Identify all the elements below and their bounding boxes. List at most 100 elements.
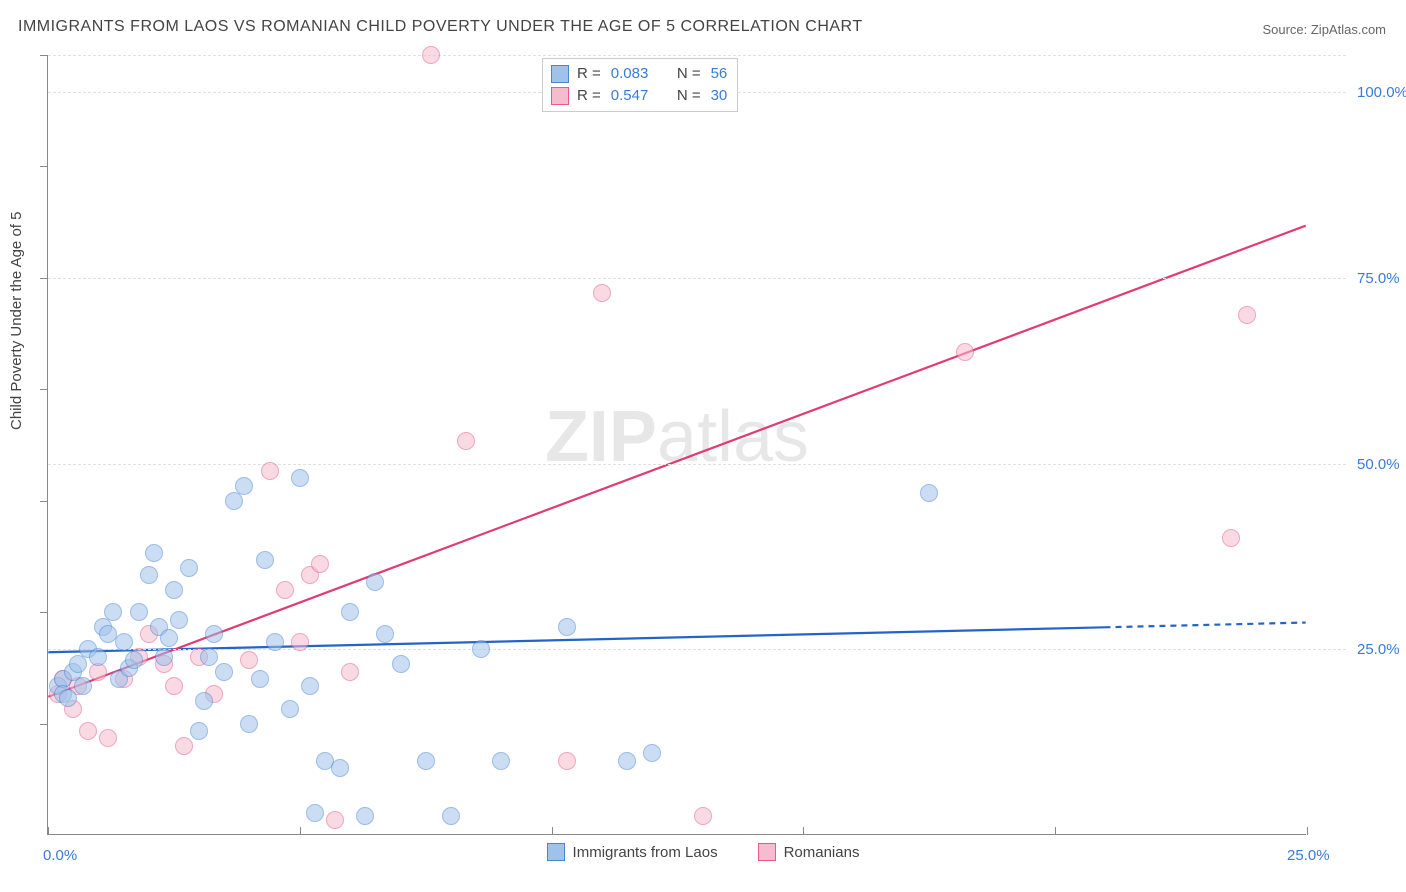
chart-title: IMMIGRANTS FROM LAOS VS ROMANIAN CHILD P… [18, 18, 863, 36]
legend-item: Immigrants from Laos [547, 843, 718, 861]
point-pink [276, 581, 294, 599]
ytick [40, 166, 48, 167]
point-blue [331, 759, 349, 777]
point-blue [155, 648, 173, 666]
point-blue [291, 469, 309, 487]
point-pink [165, 677, 183, 695]
point-blue [366, 573, 384, 591]
point-blue [170, 611, 188, 629]
point-blue [376, 625, 394, 643]
point-blue [643, 744, 661, 762]
point-pink [1238, 306, 1256, 324]
point-blue [165, 581, 183, 599]
gridline [48, 55, 1346, 56]
ytick [40, 612, 48, 613]
point-pink [291, 633, 309, 651]
point-pink [175, 737, 193, 755]
xtick [1055, 827, 1056, 835]
point-blue [240, 715, 258, 733]
point-pink [558, 752, 576, 770]
legend-label: Immigrants from Laos [573, 844, 718, 861]
legend-label: Romanians [784, 844, 860, 861]
point-pink [694, 807, 712, 825]
point-blue [266, 633, 284, 651]
point-blue [356, 807, 374, 825]
point-blue [442, 807, 460, 825]
point-blue [160, 629, 178, 647]
gridline [48, 464, 1346, 465]
gridline [48, 649, 1346, 650]
ytick-label: 25.0% [1357, 641, 1400, 658]
point-blue [472, 640, 490, 658]
legend-series: Immigrants from Laos Romanians [0, 843, 1406, 861]
point-pink [79, 722, 97, 740]
point-pink [311, 555, 329, 573]
point-blue [235, 477, 253, 495]
point-blue [301, 677, 319, 695]
point-blue [125, 651, 143, 669]
legend-swatch [758, 843, 776, 861]
ytick [40, 55, 48, 56]
point-pink [1222, 529, 1240, 547]
point-blue [180, 559, 198, 577]
point-blue [205, 625, 223, 643]
source-label: Source: ZipAtlas.com [1262, 22, 1386, 37]
point-blue [190, 722, 208, 740]
gridline [48, 278, 1346, 279]
xtick [552, 827, 553, 835]
watermark: ZIPatlas [545, 396, 809, 478]
yaxis-title: Child Poverty Under the Age of 5 [8, 212, 25, 430]
point-pink [240, 651, 258, 669]
xtick [300, 827, 301, 835]
point-blue [281, 700, 299, 718]
legend-swatch [551, 65, 569, 83]
legend-stat-row: R = 0.083 N = 56 [551, 63, 727, 85]
point-blue [140, 566, 158, 584]
point-blue [417, 752, 435, 770]
point-pink [956, 343, 974, 361]
point-pink [341, 663, 359, 681]
point-blue [558, 618, 576, 636]
point-pink [326, 811, 344, 829]
point-blue [59, 689, 77, 707]
point-blue [215, 663, 233, 681]
point-blue [130, 603, 148, 621]
xtick [48, 827, 49, 835]
point-blue [492, 752, 510, 770]
point-blue [74, 677, 92, 695]
point-pink [593, 284, 611, 302]
point-blue [115, 633, 133, 651]
plot-area: ZIPatlas 25.0%50.0%75.0%100.0%0.0%25.0% [47, 55, 1306, 835]
point-blue [306, 804, 324, 822]
legend-swatch [551, 87, 569, 105]
point-pink [99, 729, 117, 747]
ytick-label: 50.0% [1357, 456, 1400, 473]
ytick [40, 501, 48, 502]
ytick [40, 389, 48, 390]
point-blue [256, 551, 274, 569]
legend-swatch [547, 843, 565, 861]
point-pink [422, 46, 440, 64]
point-blue [104, 603, 122, 621]
point-blue [195, 692, 213, 710]
point-blue [341, 603, 359, 621]
ytick [40, 724, 48, 725]
ytick [40, 278, 48, 279]
legend-item: Romanians [758, 843, 860, 861]
point-blue [920, 484, 938, 502]
ytick-label: 75.0% [1357, 270, 1400, 287]
point-blue [392, 655, 410, 673]
point-blue [200, 648, 218, 666]
trend-lines [48, 55, 1306, 834]
xtick [803, 827, 804, 835]
point-blue [89, 648, 107, 666]
point-pink [457, 432, 475, 450]
xtick [1307, 827, 1308, 835]
point-blue [251, 670, 269, 688]
legend-stats: R = 0.083 N = 56R = 0.547 N = 30 [542, 58, 738, 112]
point-blue [618, 752, 636, 770]
point-pink [261, 462, 279, 480]
legend-stat-row: R = 0.547 N = 30 [551, 85, 727, 107]
ytick-label: 100.0% [1357, 84, 1406, 101]
point-blue [145, 544, 163, 562]
